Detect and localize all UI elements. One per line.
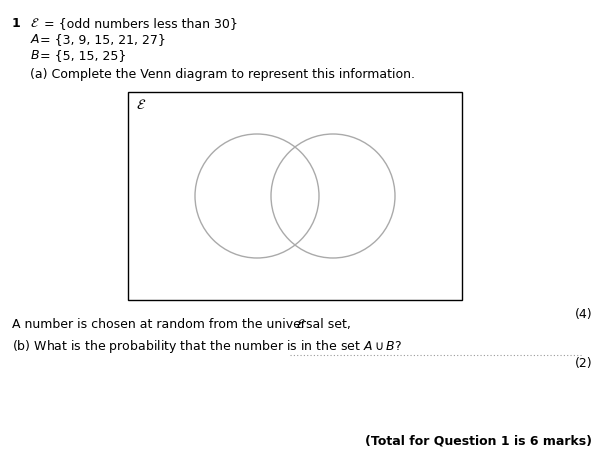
Text: (b) What is the probability that the number is in the set $A \cup B$?: (b) What is the probability that the num…	[12, 338, 402, 355]
Text: $\mathcal{E}$: $\mathcal{E}$	[136, 98, 146, 112]
Text: (4): (4)	[574, 308, 592, 321]
Text: $A$: $A$	[30, 33, 40, 46]
Text: $\mathcal{E}$: $\mathcal{E}$	[30, 17, 40, 30]
Text: = {5, 15, 25}: = {5, 15, 25}	[40, 49, 127, 62]
Text: $B$: $B$	[30, 49, 40, 62]
Text: = {odd numbers less than 30}: = {odd numbers less than 30}	[44, 17, 238, 30]
Text: (Total for Question 1 is 6 marks): (Total for Question 1 is 6 marks)	[365, 435, 592, 448]
Bar	[128, 92, 462, 300]
Text: .: .	[308, 318, 312, 331]
Text: = {3, 9, 15, 21, 27}: = {3, 9, 15, 21, 27}	[40, 33, 166, 46]
Text: $\mathcal{E}$: $\mathcal{E}$	[296, 318, 305, 331]
Text: A number is chosen at random from the universal set,: A number is chosen at random from the un…	[12, 318, 355, 331]
Text: 1: 1	[12, 17, 21, 30]
Text: (2): (2)	[574, 357, 592, 370]
Text: (a) Complete the Venn diagram to represent this information.: (a) Complete the Venn diagram to represe…	[30, 68, 415, 81]
